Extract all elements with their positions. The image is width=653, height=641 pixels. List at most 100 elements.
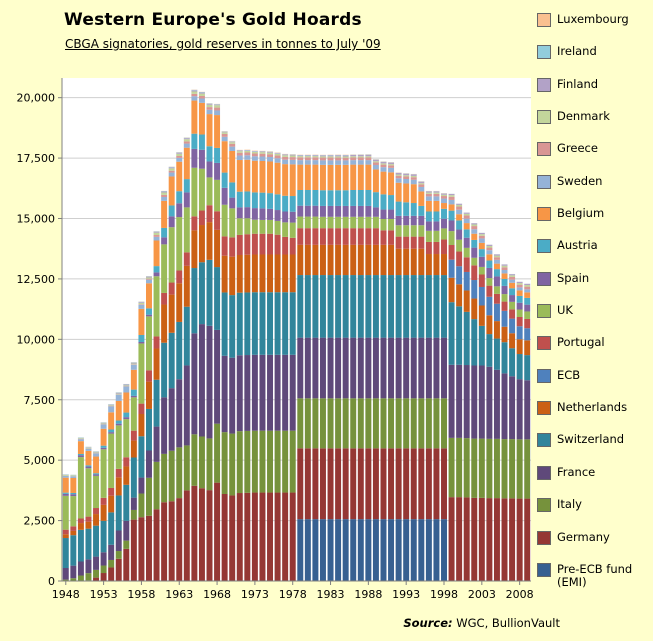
segment-netherlands [403,248,410,276]
segment-switzerland [108,512,115,545]
segment-switzerland [388,275,395,338]
segment-portugal [335,228,342,245]
segment-sweden [388,167,395,173]
segment-austria [236,191,243,208]
segment-belgium [214,115,221,148]
segment-denmark [214,105,221,108]
segment-greece [138,304,145,305]
segment-sweden [176,157,183,162]
segment-france [418,337,425,399]
segment-italy [433,398,440,449]
segment-italy [342,398,349,449]
segment-austria [70,492,77,495]
segment-italy [441,398,447,449]
segment-greece [183,141,190,144]
segment-italy [62,579,69,581]
segment-greece [441,196,447,199]
segment-spain [115,423,122,426]
bar-1951 [85,446,92,581]
y-tick-label: 12,500 [17,273,56,286]
segment-sweden [168,172,175,177]
segment-denmark [221,132,228,134]
legend-item-italy: Italy [537,498,649,513]
segment-italy [282,430,289,493]
segment-portugal [395,236,402,249]
segment-belgium [365,164,372,190]
segment-italy [319,398,326,449]
segment-netherlands [448,277,455,303]
segment-uk [478,266,485,275]
segment-spain [448,220,455,232]
segment-sweden [161,196,168,201]
segment-germany [509,498,516,581]
segment-switzerland [77,529,84,562]
segment-austria [410,203,417,216]
segment-uk [471,257,478,266]
bar-2007 [509,273,516,581]
segment-italy [70,578,77,581]
segment-pre-ecb-fund-emi [441,519,447,581]
segment-sweden [130,364,137,370]
segment-switzerland [267,292,273,355]
bar-1969 [221,131,228,581]
segment-italy [153,461,160,510]
segment-spain [486,267,493,279]
segment-france [251,354,258,431]
segment-sweden [478,238,485,243]
segment-netherlands [312,244,319,276]
segment-netherlands [146,381,152,409]
legend-item-netherlands: Netherlands [537,401,649,416]
legend-label: Spain [557,270,590,285]
segment-denmark [403,175,410,177]
segment-italy [493,438,500,499]
segment-pre-ecb-fund-emi [418,519,425,581]
segment-uk [456,239,463,252]
segment-netherlands [335,244,342,276]
segment-austria [251,192,258,209]
segment-pre-ecb-fund-emi [319,519,326,581]
segment-uk [138,343,145,404]
segment-uk [433,230,440,242]
legend-swatch-france [537,465,551,480]
segment-france [267,354,273,431]
segment-netherlands [123,466,130,485]
segment-netherlands [153,348,160,380]
segment-pre-ecb-fund-emi [380,519,387,581]
segment-germany [471,497,478,581]
segment-belgium [463,223,470,230]
segment-uk [403,225,410,237]
segment-italy [236,431,243,494]
legend-label: Ireland [557,44,597,59]
segment-portugal [501,301,508,311]
segment-spain [161,237,168,245]
legend-swatch-austria [537,239,551,254]
segment-uk [108,433,115,488]
segment-france [259,354,266,431]
segment-ecb [456,266,463,285]
segment-uk [425,230,432,242]
segment-finland [365,154,372,157]
segment-sweden [365,160,372,165]
segment-switzerland [191,268,198,334]
segment-uk [62,495,69,530]
segment-ecb [501,310,508,327]
segment-pre-ecb-fund-emi [357,519,364,581]
segment-portugal [478,274,485,287]
segment-switzerland [85,528,92,560]
segment-austria [267,193,273,209]
segment-pre-ecb-fund-emi [304,519,311,581]
segment-spain [433,221,440,231]
segment-greece [448,196,455,200]
segment-germany [130,519,137,581]
segment-spain [524,304,531,312]
segment-belgium [319,164,326,191]
segment-germany [478,497,485,581]
segment-portugal [297,228,304,245]
legend-item-uk: UK [537,304,649,319]
segment-greece [395,175,402,179]
segment-sweden [493,259,500,264]
bar-1990 [380,161,387,581]
segment-spain [304,205,311,217]
segment-netherlands [168,294,175,333]
segment-portugal [153,336,160,349]
